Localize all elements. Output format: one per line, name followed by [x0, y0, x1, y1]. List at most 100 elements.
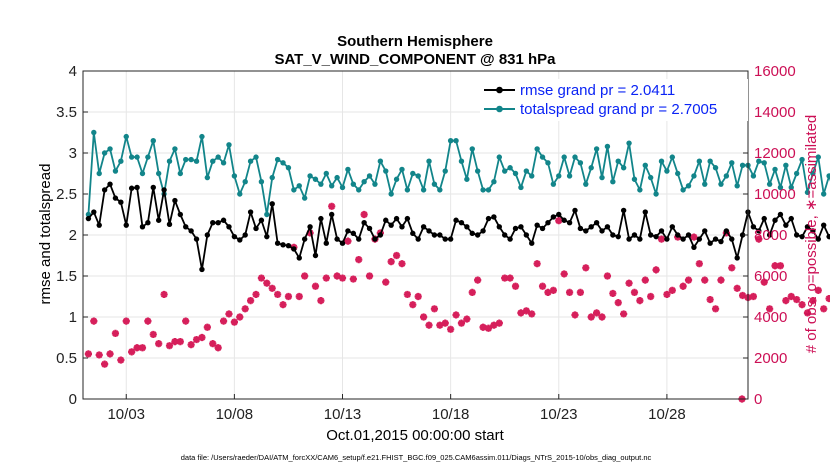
obs-assimilated-marker	[160, 290, 168, 299]
totalspread-point	[653, 191, 659, 197]
rmse-point	[561, 217, 567, 223]
rmse-point	[145, 220, 151, 226]
legend-box	[480, 79, 748, 121]
legend-spread-label: totalspread grand pr = 2.7005	[520, 101, 717, 118]
totalspread-point	[474, 168, 481, 174]
obs-assimilated-marker	[387, 258, 395, 266]
rmse-point	[539, 225, 546, 232]
rmse-point	[766, 232, 773, 238]
rmse-point	[615, 233, 621, 240]
obs-assimilated-marker	[274, 290, 282, 299]
totalspread-point	[702, 181, 708, 187]
rmse-point	[804, 224, 811, 230]
obs-assimilated-marker	[663, 290, 671, 299]
rmse-point	[572, 207, 578, 214]
rmse-point	[550, 214, 557, 220]
rmse-point	[91, 209, 97, 215]
rmse-point	[177, 211, 184, 218]
y-axis-label-left: rmse and totalspread	[37, 164, 54, 305]
rmse-point	[426, 228, 432, 234]
obs-assimilated-marker	[311, 282, 320, 290]
totalspread-point	[820, 191, 827, 197]
totalspread-point	[464, 176, 470, 182]
totalspread-point	[447, 138, 454, 144]
rmse-point	[410, 230, 416, 237]
totalspread-point	[545, 160, 551, 166]
rmse-point	[583, 228, 589, 234]
obs-assimilated-marker	[501, 274, 509, 282]
totalspread-point	[669, 154, 676, 160]
obs-assimilated-marker	[798, 301, 806, 309]
totalspread-point	[491, 179, 497, 185]
totalspread-point	[253, 154, 259, 160]
obs-assimilated-marker	[598, 313, 606, 321]
totalspread-point	[480, 187, 486, 193]
y-right-tick-label: 2000	[754, 350, 787, 367]
totalspread-point	[420, 187, 427, 193]
totalspread-point	[361, 179, 367, 185]
obs-assimilated-marker	[230, 318, 238, 326]
totalspread-point	[166, 158, 173, 164]
rmse-point	[301, 236, 308, 242]
obs-assimilated-marker	[641, 276, 649, 284]
totalspread-point	[664, 168, 670, 174]
obs-assimilated-marker	[749, 292, 758, 301]
totalspread-point	[323, 170, 329, 177]
rmse-point	[237, 237, 243, 243]
obs-assimilated-marker	[684, 276, 693, 284]
totalspread-point	[529, 173, 535, 179]
rmse-point	[626, 236, 632, 242]
obs-assimilated-marker	[133, 344, 141, 352]
totalspread-point	[96, 170, 102, 177]
obs-assimilated-marker	[263, 279, 271, 287]
totalspread-point	[604, 143, 611, 150]
rmse-point	[247, 209, 254, 215]
obs-assimilated-marker	[517, 309, 525, 317]
totalspread-point	[399, 166, 405, 173]
rmse-point	[756, 228, 762, 234]
rmse-point	[431, 232, 438, 238]
totalspread-point	[788, 184, 794, 191]
rmse-point	[215, 220, 221, 226]
rmse-point	[372, 236, 378, 242]
obs-assimilated-marker	[111, 329, 120, 337]
totalspread-point	[458, 158, 465, 164]
obs-assimilated-marker	[522, 307, 530, 315]
totalspread-point	[350, 181, 357, 187]
rmse-point	[134, 184, 140, 191]
totalspread-point	[826, 173, 830, 179]
obs-assimilated-marker	[247, 297, 255, 305]
obs-assimilated-marker	[144, 317, 152, 325]
rmse-point	[118, 199, 124, 205]
totalspread-point	[383, 168, 389, 174]
rmse-point	[274, 240, 281, 246]
rmse-point	[810, 228, 816, 234]
obs-assimilated-marker	[614, 299, 622, 307]
obs-assimilated-marker	[209, 340, 217, 348]
rmse-point	[469, 230, 475, 237]
obs-assimilated-marker	[95, 351, 103, 359]
totalspread-point	[523, 168, 530, 174]
totalspread-point	[280, 160, 286, 166]
obs-assimilated-marker	[690, 233, 698, 241]
rmse-point	[734, 255, 740, 261]
rmse-point	[696, 236, 703, 242]
totalspread-point	[783, 162, 789, 168]
y-right-tick-label: 14000	[754, 104, 796, 121]
rmse-point	[291, 246, 297, 252]
obs-assimilated-marker	[241, 305, 249, 313]
obs-assimilated-marker	[84, 350, 93, 358]
rmse-point	[610, 232, 616, 238]
rmse-point	[669, 224, 676, 230]
obs-assimilated-marker	[771, 262, 779, 270]
rmse-point	[653, 233, 659, 240]
obs-assimilated-marker	[679, 282, 687, 290]
obs-assimilated-marker	[322, 274, 330, 282]
rmse-point	[464, 224, 470, 230]
totalspread-point	[210, 158, 216, 164]
obs-assimilated-marker	[138, 344, 147, 352]
rmse-point	[188, 228, 194, 234]
obs-assimilated-marker	[441, 319, 449, 327]
rmse-point	[258, 217, 265, 223]
